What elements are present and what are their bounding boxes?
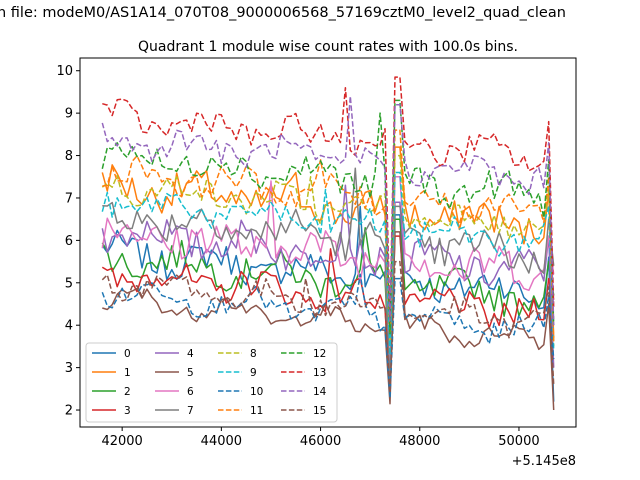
chart-suptitle: n file: modeM0/AS1A14_070T08_9000006568_… — [0, 5, 566, 21]
legend-label: 14 — [313, 386, 327, 398]
legend-label: 12 — [313, 348, 326, 360]
series-line-4 — [101, 184, 555, 386]
plot-frame — [79, 57, 577, 428]
series-line-13 — [102, 76, 555, 318]
y-tick-label: 7 — [65, 191, 73, 206]
series-line-11 — [102, 129, 555, 343]
series-layer — [101, 76, 555, 411]
x-tick-label: 42000 — [101, 434, 142, 449]
y-tick-label: 10 — [56, 64, 73, 79]
y-tick-label: 4 — [65, 319, 73, 334]
y-tick-label: 5 — [65, 276, 73, 291]
chart-title: Quadrant 1 module wise count rates with … — [138, 39, 518, 55]
series-line-6 — [101, 176, 555, 373]
legend-label: 3 — [124, 405, 131, 417]
series-line-7 — [102, 167, 555, 386]
y-tick-label: 9 — [65, 107, 73, 122]
series-line-14 — [101, 95, 555, 326]
legend-label: 9 — [250, 367, 257, 379]
legend-label: 8 — [250, 348, 257, 360]
legend-label: 1 — [124, 367, 131, 379]
legend-label: 15 — [313, 405, 326, 417]
series-line-1 — [101, 146, 555, 338]
legend-label: 4 — [187, 348, 194, 360]
y-tick-label: 8 — [65, 149, 73, 164]
series-line-12 — [101, 99, 555, 335]
y-tick-label: 2 — [65, 404, 73, 419]
x-tick-label: 50000 — [498, 434, 539, 449]
legend-box — [85, 342, 338, 423]
y-tick-label: 6 — [65, 234, 73, 249]
series-line-3 — [101, 235, 555, 390]
y-tick-label: 3 — [65, 361, 73, 376]
x-axis-offset-label: +5.145e8 — [512, 454, 576, 469]
legend-label: 7 — [187, 405, 194, 417]
legend-label: 2 — [124, 386, 131, 398]
legend-label: 10 — [250, 386, 263, 398]
legend-label: 11 — [250, 405, 263, 417]
series-line-15 — [101, 260, 555, 394]
series-line-10 — [101, 273, 555, 399]
x-tick-label: 48000 — [399, 434, 440, 449]
legend-label: 6 — [187, 386, 194, 398]
x-tick-label: 46000 — [300, 434, 341, 449]
legend-label: 13 — [313, 367, 326, 379]
x-tick-label: 44000 — [201, 434, 242, 449]
legend-label: 5 — [187, 367, 194, 379]
series-line-9 — [101, 171, 555, 356]
legend-label: 0 — [124, 348, 131, 360]
